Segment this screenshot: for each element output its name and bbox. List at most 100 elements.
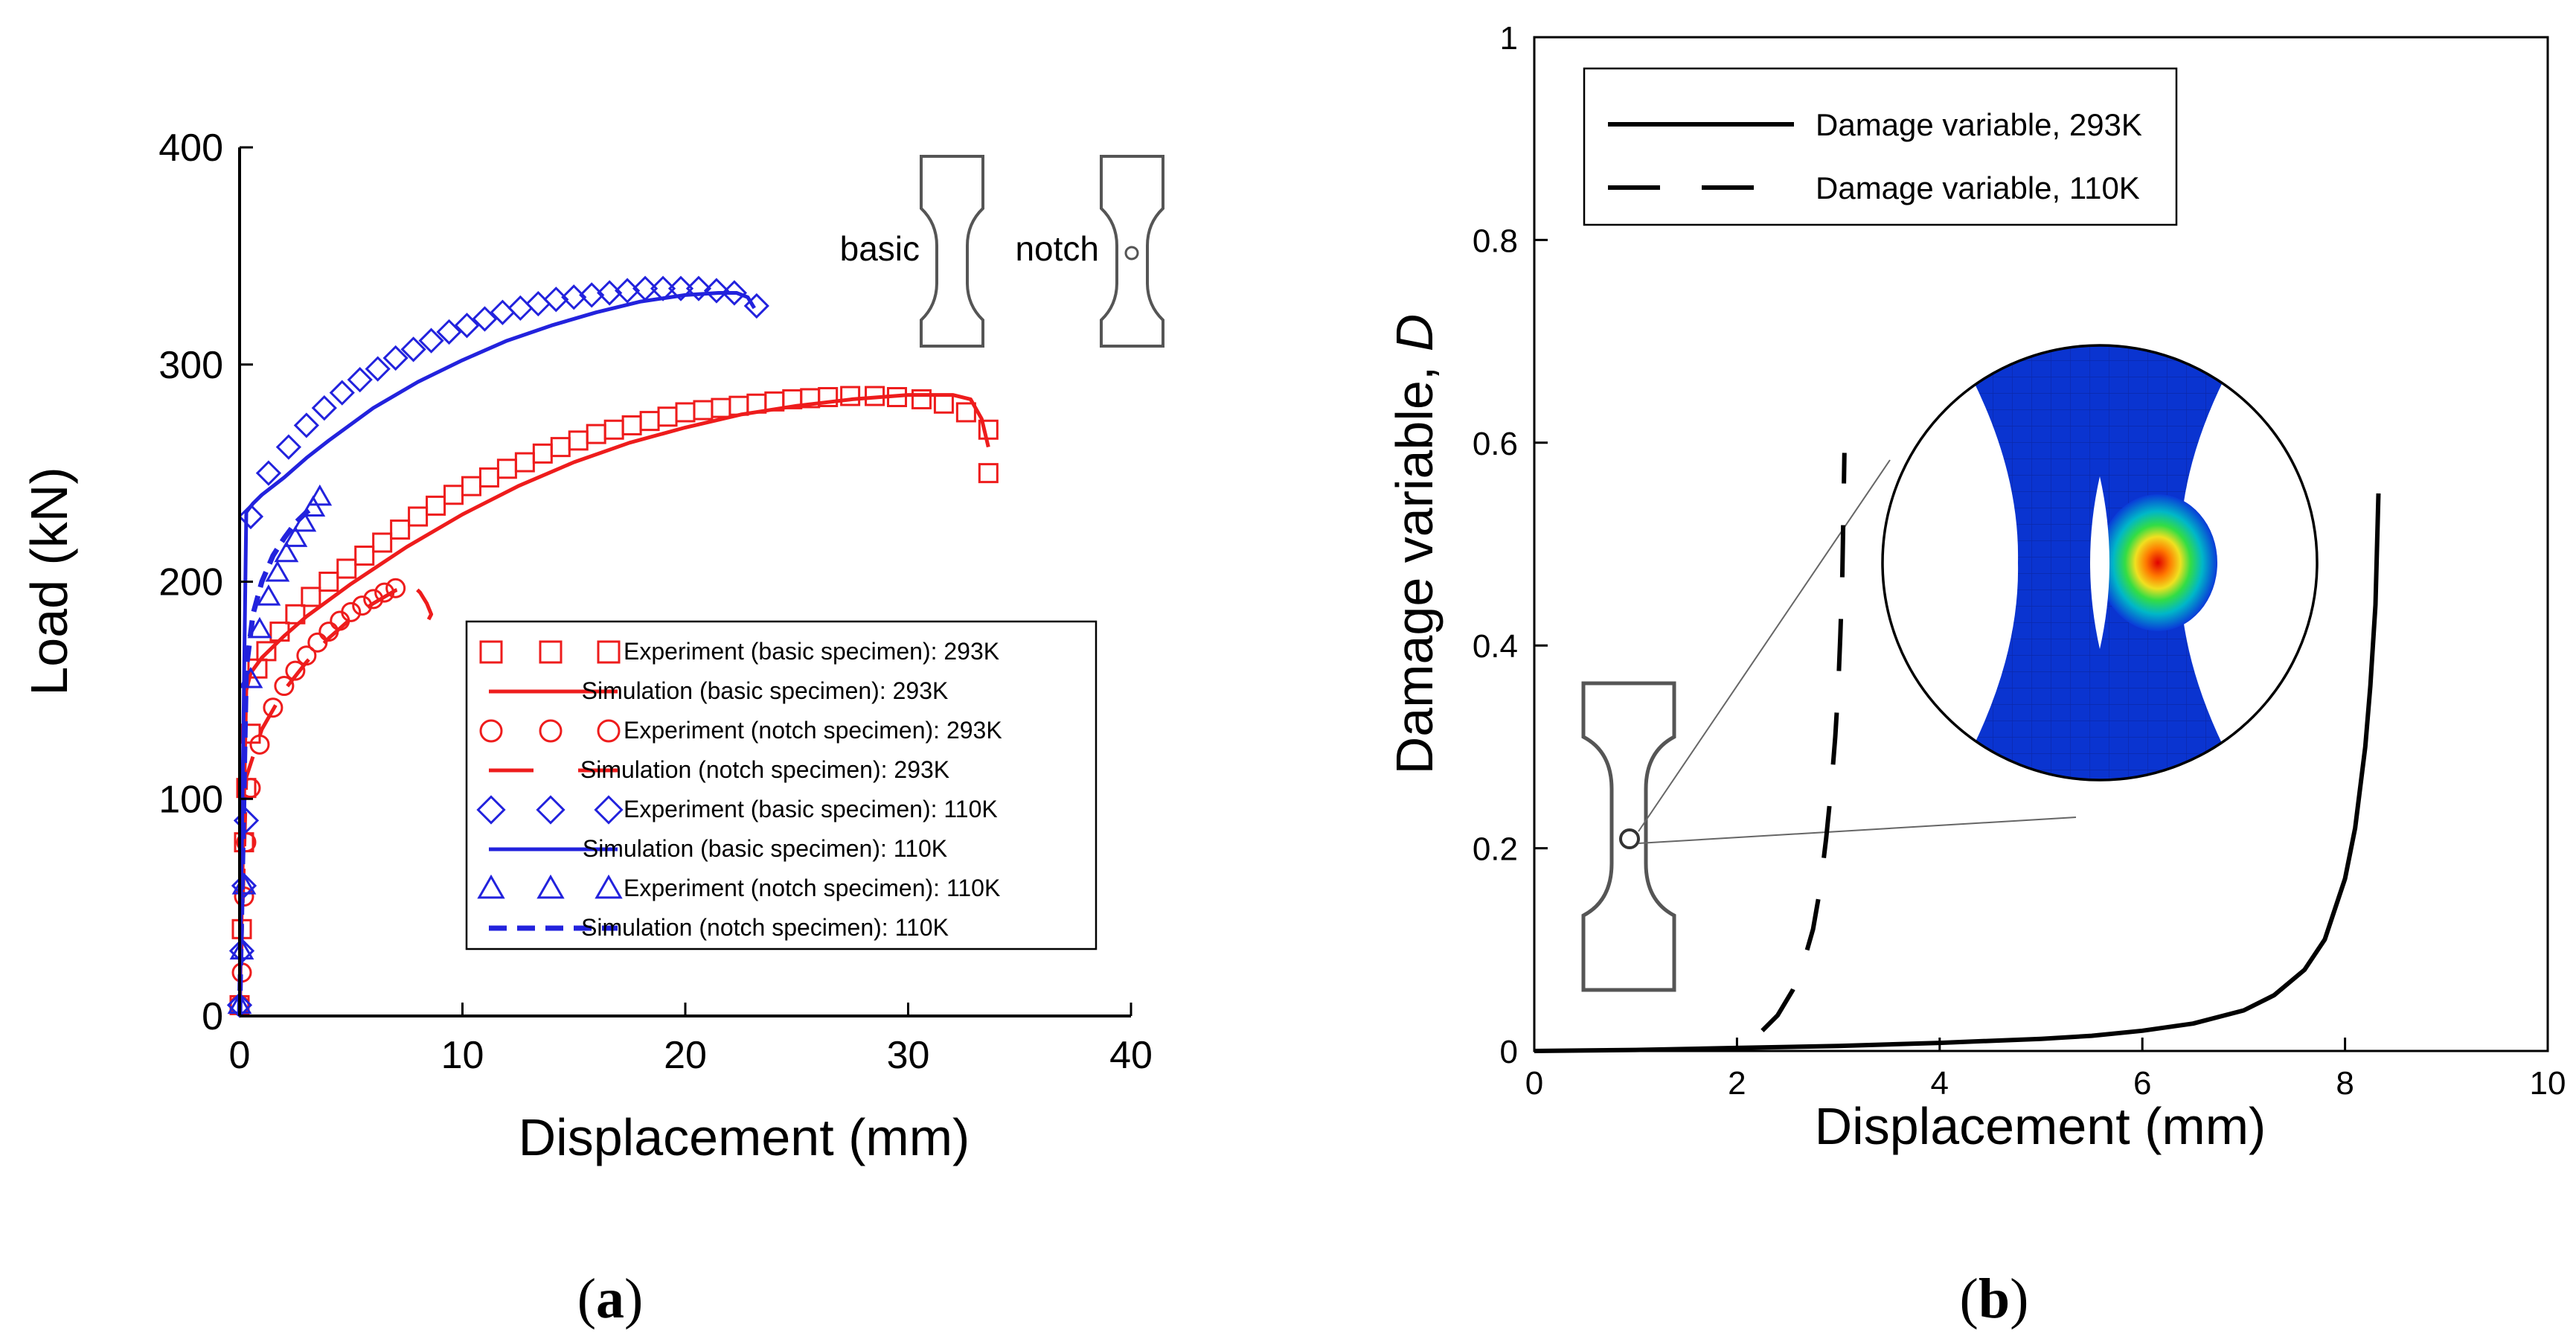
- panel-a-legend-marker: [536, 874, 565, 899]
- panel-a-point: [301, 587, 321, 607]
- legend-label-damage-110: Damage variable, 110K: [1816, 170, 2140, 205]
- zoom-line-upper: [1638, 459, 1891, 832]
- panel-a-point: [478, 467, 499, 488]
- panel-a-point: [461, 476, 481, 496]
- panel-a-x-tick-label: 20: [664, 1034, 707, 1077]
- panel-a-point: [274, 676, 295, 697]
- panel-a-point: [307, 484, 333, 506]
- panel-a-point: [256, 641, 277, 662]
- panel-a-point: [621, 415, 642, 435]
- panel-a-point: [354, 545, 375, 566]
- panel-b-legend: Damage variable, 293K Damage variable, 1…: [1583, 67, 2178, 226]
- panel-a-point: [693, 400, 714, 421]
- panel-b-y-tick-label: 0.4: [1473, 628, 1518, 665]
- panel-a-legend-marker: [597, 640, 621, 664]
- panel-b-y-tick-label: 1: [1500, 20, 1518, 57]
- panel-a-point: [283, 525, 308, 547]
- panel-b-caption: (b): [1960, 1268, 2029, 1330]
- panel-a-point: [675, 402, 696, 423]
- panel-a-point: [685, 275, 712, 301]
- panel-a-legend-marker: [597, 719, 621, 743]
- panel-a-y-tick-label: 100: [158, 778, 223, 821]
- panel-a-legend-marker: [476, 795, 506, 825]
- panel-a-legend-marker: [594, 795, 624, 825]
- legend-label-sim-basic-110: Simulation (basic specimen): 110K: [583, 835, 947, 862]
- panel-a-line: [237, 393, 990, 1017]
- panel-a-y-tick-label: 0: [202, 995, 223, 1038]
- panel-a-series-7: [237, 503, 317, 1017]
- panel-a-series-6: [227, 484, 333, 1015]
- panel-a-point: [711, 397, 731, 418]
- panel-b-y-tick-label: 0.2: [1473, 831, 1518, 868]
- panel-a-point: [426, 495, 446, 516]
- panel-a-point: [514, 452, 535, 473]
- panel-a-point: [247, 616, 272, 639]
- panel-a-point: [550, 437, 571, 458]
- panel-a-point: [978, 419, 999, 440]
- panel-b-x-tick-label: 2: [1728, 1065, 1746, 1102]
- panel-a-point: [472, 306, 498, 332]
- panel-a-series-layer: [226, 275, 999, 1018]
- panel-b-x-axis-label: Displacement (mm): [1815, 1097, 2266, 1155]
- panel-b-x-tick-label: 0: [1525, 1065, 1543, 1102]
- panel-a-legend-marker: [477, 874, 505, 899]
- panel-b-line-0: [1534, 493, 2381, 1053]
- panel-a-legend-marker: [479, 640, 503, 664]
- panel-a-point: [237, 503, 264, 530]
- panel-b-legend-box: [1583, 67, 2178, 226]
- panel-a-point: [347, 367, 373, 393]
- panel-b-x-tick-label: 6: [2133, 1065, 2151, 1102]
- panel-a-point: [275, 434, 302, 460]
- panel-a-x-axis-label: Displacement (mm): [519, 1108, 970, 1166]
- panel-a-legend-marker: [595, 874, 623, 899]
- panel-b-plot-frame: [1533, 36, 2549, 1052]
- panel-a-series-1: [237, 393, 990, 1017]
- legend-label-exp-basic-110: Experiment (basic specimen): 110K: [624, 796, 998, 822]
- panel-b-specimen-sketch: [1581, 459, 2077, 992]
- panel-a-point: [703, 278, 730, 304]
- panel-a-legend: Experiment (basic specimen): 293K Simula…: [465, 620, 1098, 950]
- panel-a-point: [454, 313, 480, 339]
- panel-a-legend-samples: [476, 640, 624, 931]
- panel-b-x-tick-label: 8: [2336, 1065, 2354, 1102]
- panel-a-point: [341, 601, 362, 622]
- notch-specimen-label: notch: [1015, 229, 1099, 268]
- panel-a-line: [237, 503, 317, 1017]
- panel-b-y-tick-label: 0: [1500, 1034, 1518, 1070]
- panel-a-point: [532, 443, 553, 464]
- panel-a-point: [382, 345, 408, 371]
- panel-a-series-4: [226, 275, 769, 1018]
- panel-a-x-tick-label: 40: [1109, 1034, 1153, 1077]
- panel-a-x-tick-label: 10: [441, 1034, 484, 1077]
- panel-a-line: [237, 291, 756, 1017]
- specimen-outline: [1581, 681, 1676, 992]
- panel-a-point: [336, 558, 357, 579]
- panel-a-legend-marker: [539, 719, 563, 743]
- panel-a-point: [365, 356, 391, 382]
- panel-a-y-axis-label: Load (kN): [20, 467, 78, 695]
- panel-a-x-tick-label: 0: [229, 1034, 251, 1077]
- panel-a-point: [568, 430, 589, 451]
- panel-a-y-tick-label: 300: [158, 344, 223, 387]
- panel-a-caption: (a): [577, 1268, 644, 1330]
- contour-crack: [2090, 476, 2109, 649]
- legend-label-exp-notch-110: Experiment (notch specimen): 110K: [624, 875, 1000, 901]
- panel-a-legend-marker: [479, 719, 503, 743]
- panel-a-point: [911, 389, 932, 409]
- panel-a-point: [329, 380, 355, 406]
- panel-a-point: [263, 697, 283, 718]
- fe-contour-inset: [1881, 344, 2319, 782]
- panel-b-x-tick-label: 10: [2530, 1065, 2566, 1102]
- panel-a-point: [400, 336, 426, 362]
- panel-a-legend-box: [465, 620, 1098, 950]
- panel-a-y-tick-label: 200: [158, 561, 223, 604]
- zoom-line-lower: [1638, 817, 2077, 844]
- specimen-notch: [1619, 828, 1640, 849]
- panel-a-specimen-inset: basic notch: [840, 155, 1164, 348]
- panel-a-point: [639, 411, 660, 432]
- panel-a-point: [390, 519, 411, 540]
- panel-a-point: [285, 660, 306, 681]
- panel-a-point: [293, 412, 319, 438]
